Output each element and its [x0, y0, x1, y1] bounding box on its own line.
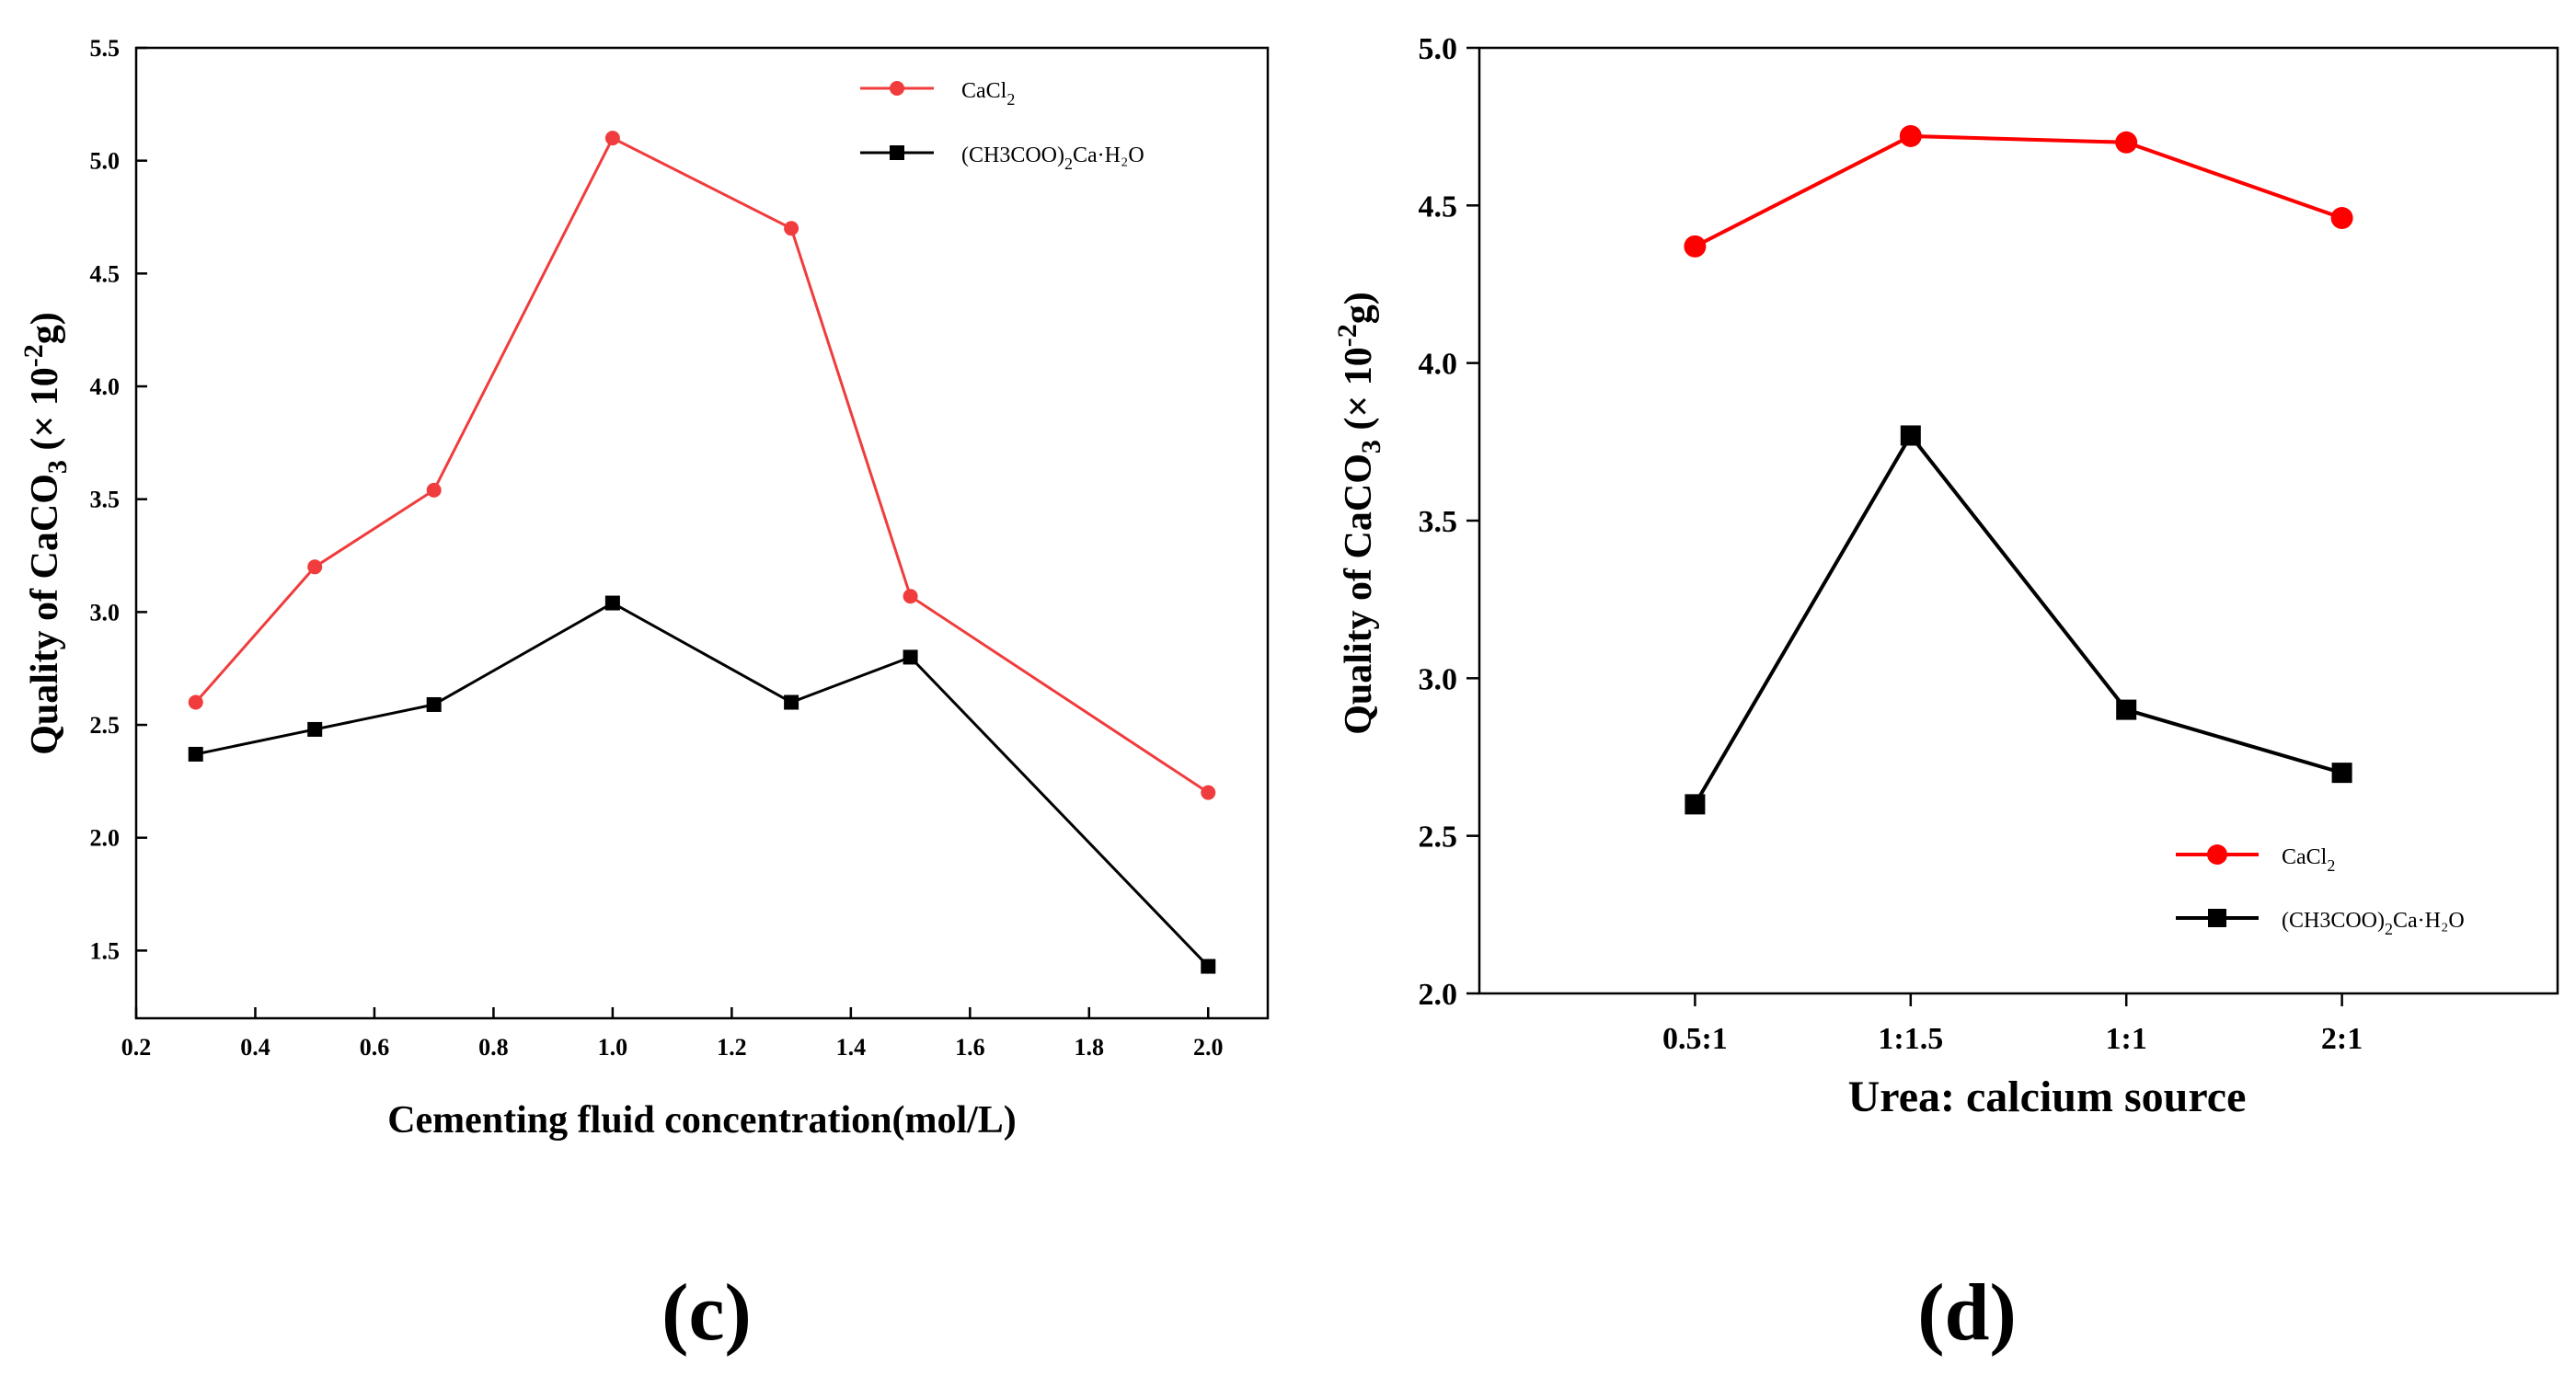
- c-x-tick-label: 0.4: [240, 1034, 270, 1061]
- c-x-tick-label: 1.2: [717, 1034, 747, 1061]
- c-point-1-3: [604, 595, 620, 611]
- d-y-tick-label: 3.0: [1419, 662, 1458, 696]
- d-x-tick-label: 1:1.5: [1878, 1022, 1943, 1056]
- d-y-tick-label: 3.5: [1419, 505, 1458, 539]
- chart-c-x-label: Cementing fluid concentration(mol/L): [387, 1099, 1017, 1142]
- chart-d-y-ticks: 2.0 2.5 3.0 3.5 4.0 4.5 5.0: [1419, 32, 1479, 1012]
- c-y-tick-label: 3.5: [90, 487, 121, 513]
- d-y-tick-label: 5.0: [1419, 32, 1458, 66]
- c-point-1-6: [1201, 958, 1216, 974]
- chart-d-y-label: Quality of CaCO3 (× 10-2g): [1332, 292, 1386, 735]
- legend-c-label-1: (CH3COO)2Ca·H₂O: [961, 143, 1144, 173]
- legend-d-marker-0: [2207, 844, 2227, 865]
- c-y-tick-label: 4.0: [90, 373, 121, 400]
- c-point-0-3: [604, 131, 620, 146]
- chart-c-y-ticks: 1.5 2.0 2.5 3.0 3.5 4.0 4.5 5.0 5.5: [90, 35, 147, 964]
- chart-c-panel-label: (c): [661, 1268, 752, 1358]
- d-x-tick-label: 2:1: [2321, 1022, 2363, 1056]
- c-x-tick-label: 1.0: [598, 1034, 628, 1061]
- legend-c-label-0: CaCl2: [961, 79, 1015, 109]
- d-point-1-3: [2331, 763, 2352, 784]
- legend-c-marker-1: [890, 145, 904, 160]
- d-y-tick-label: 4.5: [1419, 189, 1458, 224]
- legend-d-label-0: CaCl2: [2282, 845, 2335, 875]
- c-point-0-1: [307, 559, 323, 575]
- chart-d-x-ticks: 0.5:1 1:1.5 1:1 2:1: [1662, 993, 2363, 1056]
- c-x-tick-label: 0.6: [360, 1034, 390, 1061]
- d-point-1-1: [1900, 425, 1921, 446]
- c-x-tick-label: 1.6: [955, 1034, 985, 1061]
- c-point-0-6: [1201, 785, 1216, 800]
- d-x-tick-label: 0.5:1: [1662, 1022, 1728, 1056]
- chart-c: 0.2 0.4 0.6 0.8 1.0 1.2 1.4 1.6 1.8 2.0 1.5 2.0 2.5…: [18, 35, 1270, 1358]
- c-y-tick-label: 2.0: [90, 825, 121, 852]
- c-y-tick-label: 4.5: [90, 260, 121, 287]
- legend-c-marker-0: [890, 81, 904, 96]
- chart-c-series: [188, 131, 1216, 974]
- d-series-line-0: [1694, 133, 2343, 248]
- c-x-tick-label: 1.4: [836, 1034, 867, 1061]
- d-point-0-2: [2115, 131, 2138, 154]
- c-x-tick-label: 0.8: [478, 1034, 509, 1061]
- d-point-1-0: [1685, 794, 1706, 815]
- c-point-0-4: [784, 221, 799, 236]
- c-point-0-0: [188, 694, 203, 710]
- c-y-tick-label: 1.5: [90, 937, 121, 964]
- c-point-0-5: [903, 589, 918, 604]
- c-y-tick-label: 3.0: [90, 599, 121, 625]
- chart-c-y-label: Quality of CaCO3 (× 10-2g): [18, 312, 73, 755]
- c-y-tick-label: 2.5: [90, 712, 121, 739]
- c-series-line-0: [194, 136, 1210, 794]
- chart-d-frame: [1478, 46, 2559, 995]
- d-y-tick-label: 2.0: [1419, 978, 1458, 1012]
- chart-d-x-label: Urea: calcium source: [1848, 1073, 2247, 1121]
- chart-c-x-ticks: 0.2 0.4 0.6 0.8 1.0 1.2 1.4 1.6 1.8 2.0: [121, 1007, 1224, 1061]
- c-y-tick-label: 5.5: [90, 35, 121, 62]
- c-point-0-2: [426, 482, 442, 498]
- d-point-0-0: [1684, 235, 1707, 258]
- d-y-tick-label: 4.0: [1419, 348, 1458, 382]
- c-series-line-1: [195, 601, 1210, 968]
- d-y-tick-label: 2.5: [1419, 820, 1458, 855]
- d-point-0-1: [1899, 124, 1922, 147]
- d-point-1-2: [2116, 699, 2137, 720]
- c-point-1-4: [784, 694, 799, 710]
- chart-c-frame: [134, 46, 1270, 1020]
- legend-d-marker-1: [2208, 909, 2226, 927]
- legend-d-label-1: (CH3COO)2Ca·H₂O: [2282, 909, 2465, 938]
- chart-d-series: [1684, 124, 2353, 815]
- d-series-line-1: [1693, 431, 2343, 806]
- c-point-1-1: [307, 721, 323, 737]
- c-x-tick-label: 1.8: [1075, 1034, 1105, 1061]
- chart-c-legend: CaCl2 (CH3COO)2Ca·H₂O: [860, 79, 1144, 173]
- c-point-1-0: [188, 746, 203, 762]
- d-point-0-3: [2330, 207, 2353, 230]
- c-x-tick-label: 0.2: [121, 1034, 152, 1061]
- c-x-tick-label: 2.0: [1193, 1034, 1224, 1061]
- chart-d-panel-label: (d): [1917, 1268, 2017, 1358]
- chart-d-legend: CaCl2 (CH3COO)2Ca·H₂O: [2176, 844, 2465, 938]
- c-point-1-5: [903, 649, 918, 665]
- c-y-tick-label: 5.0: [90, 148, 121, 175]
- chart-d: 0.5:1 1:1.5 1:1 2:1 2.0 2.5 3.0 3.5 4.0 4.5 5.0 C…: [1332, 32, 2559, 1358]
- d-x-tick-label: 1:1: [2106, 1022, 2147, 1056]
- c-point-1-2: [426, 696, 442, 712]
